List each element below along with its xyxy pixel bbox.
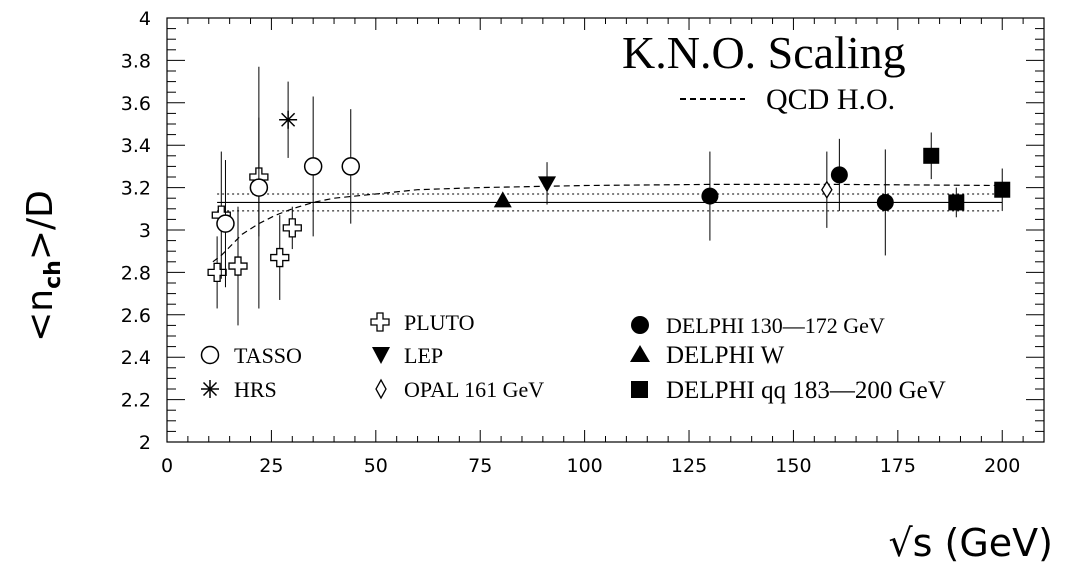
data-point-open-circle [341,109,361,224]
data-point-open-cross [270,215,290,300]
y-tick-label: 2.4 [121,347,151,369]
y-tick-label: 2 [139,432,151,454]
marker-open-diamond [821,180,833,199]
legend-marker-hrs [201,380,219,398]
y-tick-label: 3.4 [121,135,151,157]
legend-marker-delphi-qq [631,381,648,398]
axes: 0 25 50 75 100 125 150 175 200 2 2.2 2.4 2.6 2.8 3 3.2 3… [121,8,1045,477]
marker-filled-circle [830,166,848,184]
legend-label-pluto: PLUTO [404,310,475,335]
chart-title: K.N.O. Scaling [622,27,906,78]
legend-label-delphi-w: DELPHI W [666,342,785,369]
marker-filled-circle [876,193,894,211]
x-tick-label: 100 [566,455,602,477]
legend-marker-opal [375,378,387,400]
data-point-filled-square [948,187,965,218]
legend-label-delphi-130-172: DELPHI 130—172 GeV [666,313,885,338]
x-axis-title: √s (GeV) [888,521,1053,565]
qcd-curve [212,183,1003,263]
marker-open-cross [228,256,248,276]
marker-open-circle [216,214,235,233]
x-tick-label: 125 [671,455,707,477]
legend-label-opal: OPAL 161 GeV [404,377,544,402]
marker-triangle-down [538,176,557,193]
x-tick-label: 75 [468,455,492,477]
x-tick-label: 50 [364,455,388,477]
legend-marker-pluto [370,312,390,332]
marker-filled-square [994,181,1011,198]
y-tick-label: 2.2 [121,390,151,412]
data-point-open-circle [303,96,323,237]
y-tick-label: 3 [139,220,151,242]
legend-marker-delphi-w [630,345,650,362]
data-point-filled-circle [701,151,719,241]
marker-open-cross [207,262,227,283]
data-point-open-diamond [821,151,833,228]
data-point-asterisk [279,81,298,158]
data-point-filled-circle [830,138,848,211]
data-point-filled-square [923,132,940,180]
data-points [207,66,1011,326]
y-tick-label: 3.2 [121,178,151,200]
marker-filled-circle [701,187,719,205]
legend-label-delphi-qq: DELPHI qq 183—200 GeV [666,377,946,404]
legend-label-lep: LEP [404,343,443,368]
x-tick-label: 200 [984,455,1020,477]
data-point-open-circle [216,160,235,288]
legend-marker-lep [372,347,390,364]
legend-marker-tasso [200,345,220,365]
y-axis-title: <nch>/D [20,190,66,342]
data-point-open-circle [249,66,269,309]
data-point-open-cross [282,206,302,250]
x-tick-label: 25 [259,455,283,477]
data-point-open-cross [228,206,248,326]
marker-open-cross [282,218,302,238]
legend-marker-delphi-130-172 [631,316,649,334]
qcd-curve-group [212,183,1003,263]
x-tick-label: 150 [775,455,811,477]
data-point-filled-square [994,168,1011,211]
y-tick-label: 3.6 [121,93,151,115]
y-tick-label: 4 [139,8,151,30]
marker-open-circle [249,178,269,197]
marker-filled-square [923,147,940,164]
data-point-filled-triangle-down [538,162,557,205]
marker-open-cross [270,247,290,268]
x-tick-label: 0 [161,455,173,477]
marker-filled-square [948,194,965,211]
y-tick-label: 2.6 [121,305,151,327]
fit-lines [217,193,1003,212]
data-point-open-cross [207,236,227,309]
marker-triangle-up [493,191,512,208]
marker-open-circle [341,157,361,176]
data-point-filled-triangle-up [493,191,512,208]
marker-asterisk-d2 [281,112,296,127]
marker-open-circle [303,157,323,176]
data-point-filled-circle [876,149,894,256]
x-tick-label: 175 [880,455,916,477]
qcd-legend-label: QCD H.O. [766,83,895,116]
y-tick-label: 2.8 [121,262,151,284]
legend-label-tasso: TASSO [234,343,302,368]
legend-label-hrs: HRS [234,377,277,402]
y-tick-label: 3.8 [121,50,151,72]
